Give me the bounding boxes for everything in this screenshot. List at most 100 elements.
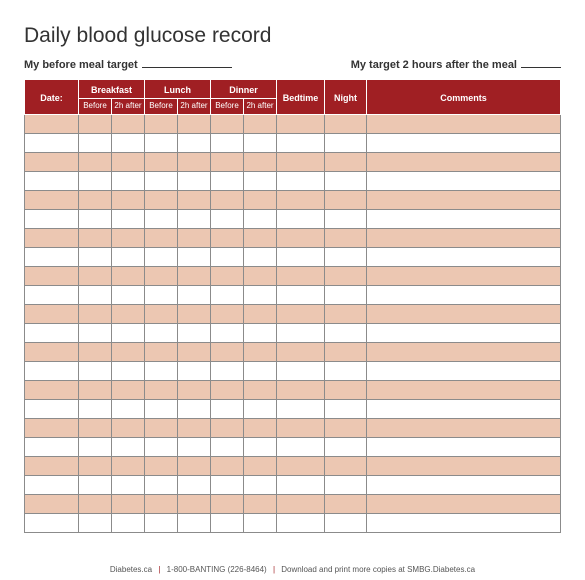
table-cell[interactable] (325, 381, 367, 400)
table-cell[interactable] (325, 172, 367, 191)
table-cell[interactable] (79, 381, 112, 400)
table-cell[interactable] (145, 286, 178, 305)
table-cell[interactable] (25, 210, 79, 229)
table-cell[interactable] (325, 191, 367, 210)
table-cell[interactable] (79, 305, 112, 324)
table-cell[interactable] (325, 514, 367, 533)
table-cell[interactable] (79, 286, 112, 305)
table-cell[interactable] (325, 495, 367, 514)
table-cell[interactable] (79, 229, 112, 248)
table-cell[interactable] (244, 286, 277, 305)
table-cell[interactable] (367, 153, 561, 172)
table-cell[interactable] (25, 362, 79, 381)
table-cell[interactable] (244, 495, 277, 514)
table-cell[interactable] (244, 115, 277, 134)
table-cell[interactable] (112, 191, 145, 210)
table-cell[interactable] (211, 324, 244, 343)
table-cell[interactable] (145, 457, 178, 476)
table-cell[interactable] (367, 514, 561, 533)
table-cell[interactable] (79, 248, 112, 267)
table-cell[interactable] (325, 400, 367, 419)
table-cell[interactable] (145, 324, 178, 343)
table-cell[interactable] (211, 305, 244, 324)
table-cell[interactable] (211, 438, 244, 457)
table-cell[interactable] (145, 191, 178, 210)
table-cell[interactable] (367, 476, 561, 495)
table-cell[interactable] (112, 229, 145, 248)
table-cell[interactable] (325, 248, 367, 267)
after-meal-target-blank[interactable] (521, 58, 561, 68)
table-cell[interactable] (211, 495, 244, 514)
table-cell[interactable] (145, 267, 178, 286)
table-cell[interactable] (277, 267, 325, 286)
table-cell[interactable] (79, 419, 112, 438)
table-cell[interactable] (79, 191, 112, 210)
table-cell[interactable] (244, 153, 277, 172)
table-cell[interactable] (277, 476, 325, 495)
table-cell[interactable] (178, 419, 211, 438)
table-cell[interactable] (178, 324, 211, 343)
table-cell[interactable] (112, 305, 145, 324)
table-cell[interactable] (25, 286, 79, 305)
table-cell[interactable] (325, 134, 367, 153)
table-cell[interactable] (178, 134, 211, 153)
table-cell[interactable] (325, 115, 367, 134)
table-cell[interactable] (367, 248, 561, 267)
table-cell[interactable] (325, 476, 367, 495)
table-cell[interactable] (277, 229, 325, 248)
table-cell[interactable] (112, 343, 145, 362)
table-cell[interactable] (112, 514, 145, 533)
table-cell[interactable] (367, 229, 561, 248)
table-cell[interactable] (25, 115, 79, 134)
table-cell[interactable] (178, 438, 211, 457)
table-cell[interactable] (367, 362, 561, 381)
table-cell[interactable] (178, 153, 211, 172)
table-cell[interactable] (244, 134, 277, 153)
table-cell[interactable] (79, 134, 112, 153)
table-cell[interactable] (112, 438, 145, 457)
table-cell[interactable] (277, 381, 325, 400)
table-cell[interactable] (112, 115, 145, 134)
table-cell[interactable] (211, 362, 244, 381)
table-cell[interactable] (277, 419, 325, 438)
table-cell[interactable] (112, 400, 145, 419)
table-cell[interactable] (244, 438, 277, 457)
table-cell[interactable] (25, 248, 79, 267)
table-cell[interactable] (325, 305, 367, 324)
table-cell[interactable] (244, 324, 277, 343)
table-cell[interactable] (325, 153, 367, 172)
table-cell[interactable] (277, 210, 325, 229)
table-cell[interactable] (178, 305, 211, 324)
table-cell[interactable] (277, 438, 325, 457)
table-cell[interactable] (145, 419, 178, 438)
table-cell[interactable] (112, 267, 145, 286)
table-cell[interactable] (277, 153, 325, 172)
table-cell[interactable] (325, 343, 367, 362)
table-cell[interactable] (25, 343, 79, 362)
table-cell[interactable] (244, 267, 277, 286)
table-cell[interactable] (211, 134, 244, 153)
table-cell[interactable] (79, 438, 112, 457)
table-cell[interactable] (367, 305, 561, 324)
table-cell[interactable] (145, 115, 178, 134)
table-cell[interactable] (277, 514, 325, 533)
table-cell[interactable] (211, 210, 244, 229)
table-cell[interactable] (367, 495, 561, 514)
table-cell[interactable] (25, 419, 79, 438)
table-cell[interactable] (325, 419, 367, 438)
table-cell[interactable] (367, 134, 561, 153)
table-cell[interactable] (145, 172, 178, 191)
table-cell[interactable] (244, 248, 277, 267)
table-cell[interactable] (25, 400, 79, 419)
table-cell[interactable] (79, 172, 112, 191)
table-cell[interactable] (325, 324, 367, 343)
table-cell[interactable] (25, 134, 79, 153)
table-cell[interactable] (25, 229, 79, 248)
table-cell[interactable] (211, 457, 244, 476)
table-cell[interactable] (244, 514, 277, 533)
table-cell[interactable] (211, 191, 244, 210)
table-cell[interactable] (178, 286, 211, 305)
table-cell[interactable] (367, 419, 561, 438)
table-cell[interactable] (277, 286, 325, 305)
table-cell[interactable] (112, 457, 145, 476)
